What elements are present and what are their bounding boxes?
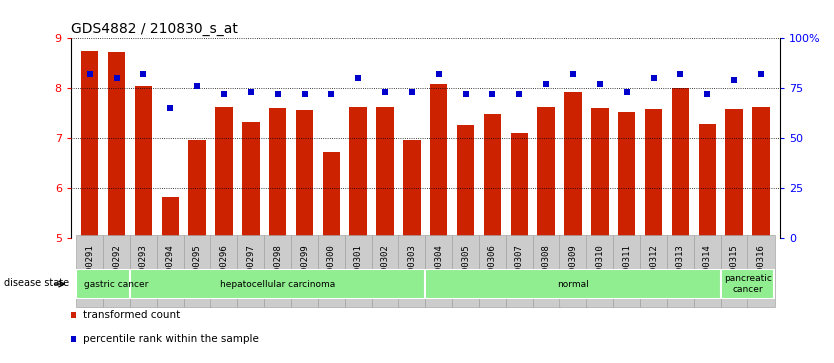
Point xyxy=(647,75,661,81)
Point xyxy=(83,71,97,77)
Point xyxy=(593,81,606,87)
Text: disease state: disease state xyxy=(3,277,68,287)
Bar xyxy=(457,126,475,238)
Point xyxy=(701,91,714,97)
Bar xyxy=(215,107,233,238)
Point xyxy=(620,89,633,95)
Bar xyxy=(296,110,314,238)
Text: hepatocellular carcinoma: hepatocellular carcinoma xyxy=(220,280,335,289)
Point xyxy=(324,91,338,97)
Bar xyxy=(537,107,555,238)
Bar xyxy=(162,197,179,238)
Bar xyxy=(81,50,98,238)
Point xyxy=(352,75,365,81)
Point xyxy=(218,91,231,97)
Point xyxy=(244,89,258,95)
Text: normal: normal xyxy=(557,280,589,289)
Bar xyxy=(134,86,152,238)
Bar xyxy=(188,140,206,238)
Bar xyxy=(484,114,501,238)
Text: GDS4882 / 210830_s_at: GDS4882 / 210830_s_at xyxy=(71,22,238,36)
Bar xyxy=(323,152,340,238)
Bar xyxy=(76,269,157,299)
Point xyxy=(485,91,499,97)
Point xyxy=(727,77,741,83)
Bar xyxy=(376,107,394,238)
Point xyxy=(66,336,79,342)
Bar xyxy=(510,133,528,238)
Bar xyxy=(403,140,420,238)
Bar xyxy=(721,269,775,299)
Bar xyxy=(242,122,259,238)
Point xyxy=(66,313,79,318)
Bar xyxy=(699,125,716,238)
Point xyxy=(754,71,767,77)
Point xyxy=(540,81,553,87)
Text: transformed count: transformed count xyxy=(83,310,180,320)
Point xyxy=(137,71,150,77)
Point xyxy=(566,71,580,77)
Point xyxy=(432,71,445,77)
Text: percentile rank within the sample: percentile rank within the sample xyxy=(83,334,259,344)
Point xyxy=(190,83,203,89)
Point xyxy=(405,89,419,95)
Point xyxy=(271,91,284,97)
Bar xyxy=(425,269,721,299)
Bar xyxy=(108,52,125,238)
Text: pancreatic
cancer: pancreatic cancer xyxy=(724,274,771,294)
Point xyxy=(513,91,526,97)
Bar xyxy=(618,112,636,238)
Point xyxy=(379,89,392,95)
Bar xyxy=(591,108,609,238)
Bar xyxy=(671,88,689,238)
Bar xyxy=(752,107,770,238)
Point xyxy=(674,71,687,77)
Bar xyxy=(269,108,286,238)
Bar xyxy=(726,109,743,238)
Point xyxy=(459,91,472,97)
Bar xyxy=(565,92,582,238)
Bar xyxy=(645,109,662,238)
Point xyxy=(110,75,123,81)
Point xyxy=(298,91,311,97)
Text: gastric cancer: gastric cancer xyxy=(84,280,148,289)
Bar xyxy=(130,269,425,299)
Bar xyxy=(349,107,367,238)
Point xyxy=(163,105,177,111)
Bar xyxy=(430,84,448,238)
